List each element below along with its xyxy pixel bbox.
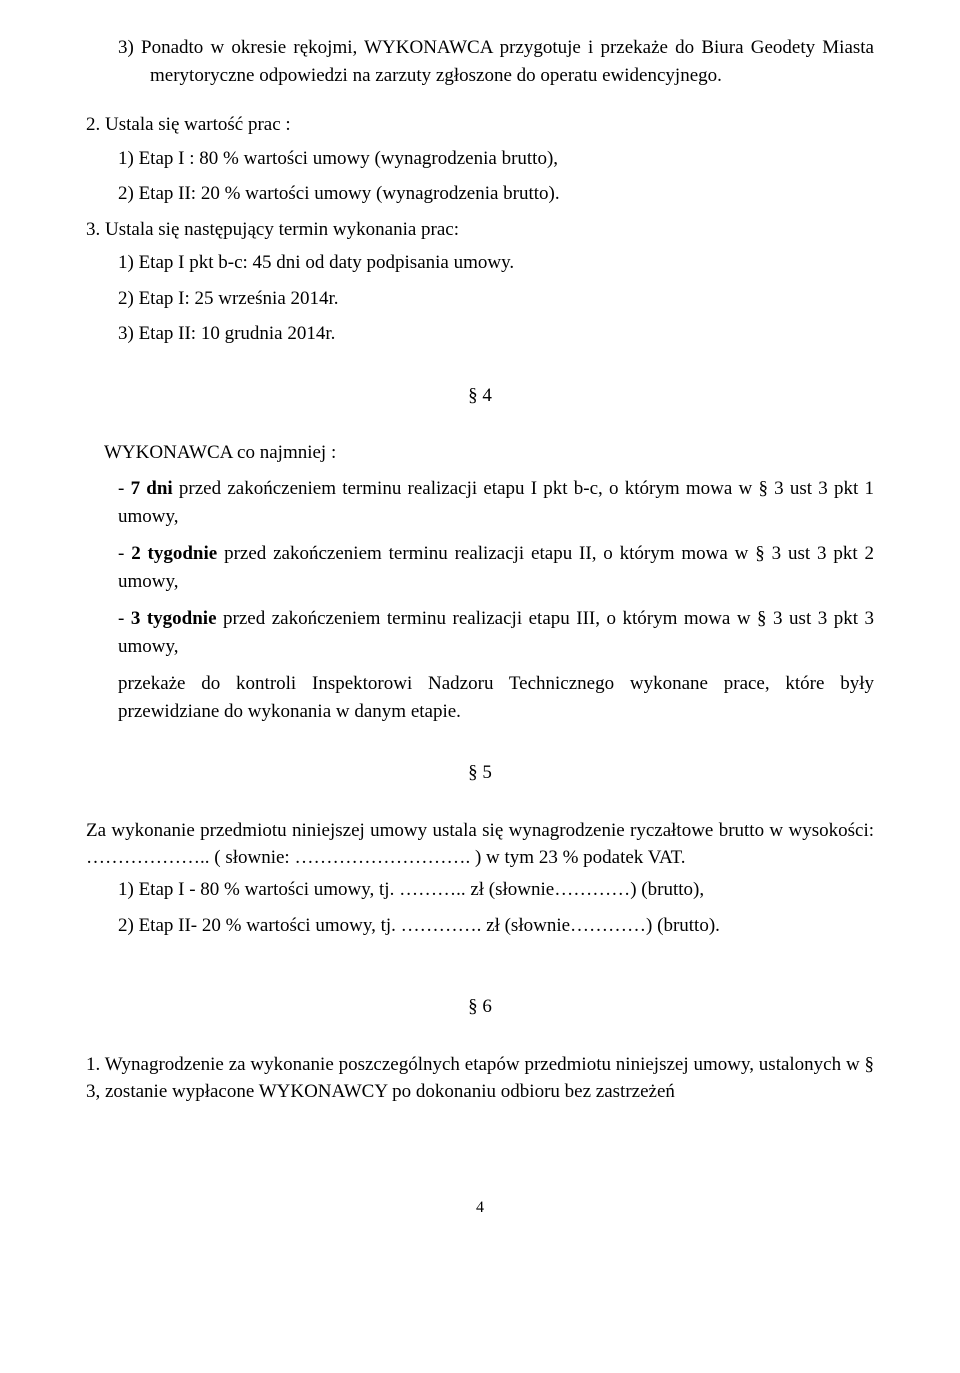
section-4-bullet-c: - 3 tygodnie przed zakończeniem terminu … — [86, 605, 874, 660]
item-3-3: 3) Ponadto w okresie rękojmi, WYKONAWCA … — [86, 34, 874, 89]
point-2-sub1: 1) Etap I : 80 % wartości umowy (wynagro… — [86, 145, 874, 173]
section-6-para1: 1. Wynagrodzenie za wykonanie poszczegól… — [86, 1051, 874, 1106]
bullet-c-rest: przed zakończeniem terminu realizacji et… — [118, 608, 874, 657]
bullet-a-prefix: - — [118, 478, 131, 499]
bullet-b-prefix: - — [118, 543, 131, 564]
section-5-heading: § 5 — [86, 759, 874, 787]
section-5-para: Za wykonanie przedmiotu niniejszej umowy… — [86, 817, 874, 872]
point-3-sub2: 2) Etap I: 25 września 2014r. — [86, 285, 874, 313]
page-number: 4 — [86, 1196, 874, 1219]
point-2-sub2: 2) Etap II: 20 % wartości umowy (wynagro… — [86, 180, 874, 208]
section-4-intro: WYKONAWCA co najmniej : — [86, 439, 874, 467]
point-3-sub3: 3) Etap II: 10 grudnia 2014r. — [86, 320, 874, 348]
point-3-head: 3. Ustala się następujący termin wykonan… — [86, 216, 874, 244]
section-6-heading: § 6 — [86, 993, 874, 1021]
bullet-b-bold: 2 tygodnie — [131, 543, 217, 564]
section-4-bullet-a: - 7 dni przed zakończeniem terminu reali… — [86, 475, 874, 530]
section-4-heading: § 4 — [86, 382, 874, 410]
section-5-sub2: 2) Etap II- 20 % wartości umowy, tj. ………… — [86, 912, 874, 940]
section-4-tail: przekaże do kontroli Inspektorowi Nadzor… — [86, 670, 874, 725]
point-3-sub1: 1) Etap I pkt b-c: 45 dni od daty podpis… — [86, 249, 874, 277]
section-4-bullet-b: - 2 tygodnie przed zakończeniem terminu … — [86, 540, 874, 595]
section-5-sub1: 1) Etap I - 80 % wartości umowy, tj. ………… — [86, 876, 874, 904]
point-2-head: 2. Ustala się wartość prac : — [86, 111, 874, 139]
bullet-c-bold: 3 tygodnie — [131, 608, 217, 629]
bullet-b-rest: przed zakończeniem terminu realizacji et… — [118, 543, 874, 592]
bullet-c-prefix: - — [118, 608, 131, 629]
bullet-a-rest: przed zakończeniem terminu realizacji et… — [118, 478, 874, 527]
bullet-a-bold: 7 dni — [131, 478, 173, 499]
